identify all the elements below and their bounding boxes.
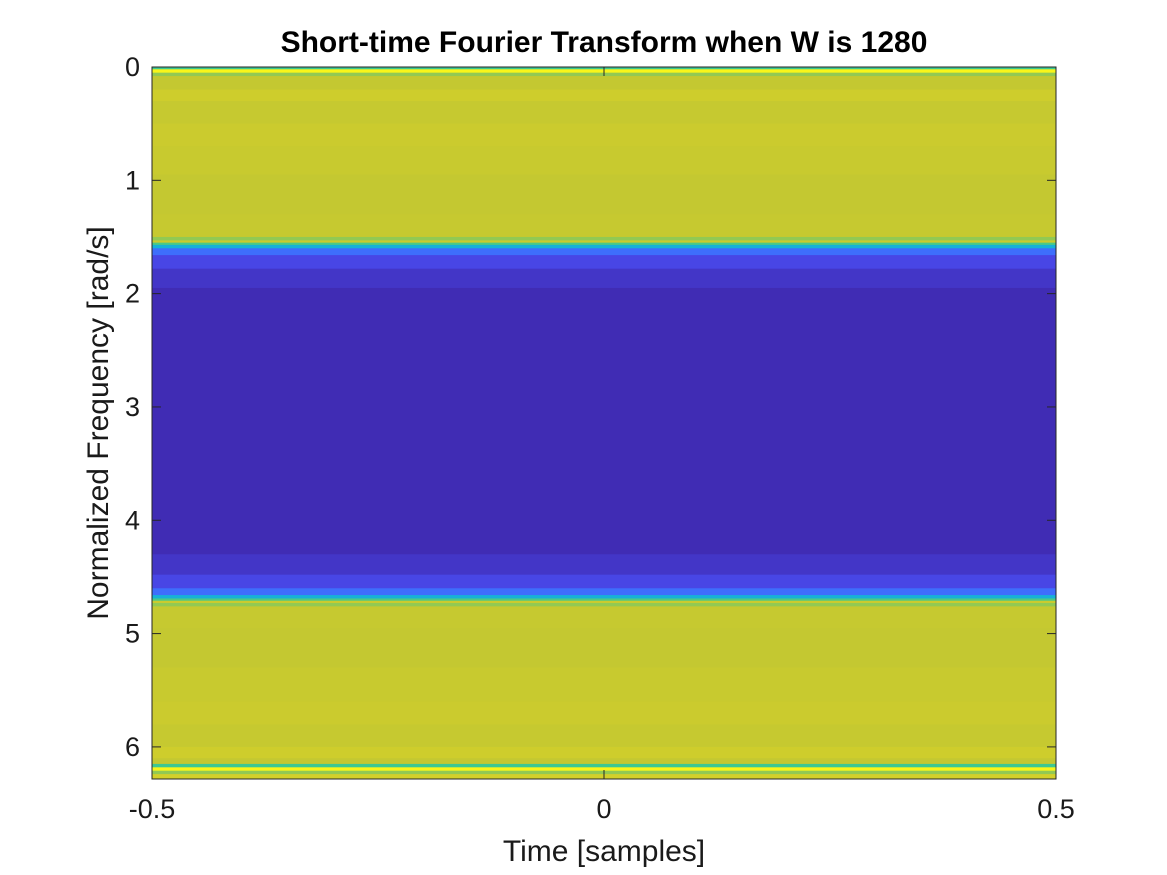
y-tick-label: 4 <box>125 505 140 535</box>
y-tick-labels: 0 1 2 3 4 5 6 <box>125 52 140 762</box>
heatmap-band <box>152 268 1056 289</box>
heatmap-band <box>152 606 1056 629</box>
chart-title: Short-time Fourier Transform when W is 1… <box>281 26 928 59</box>
y-axis-label: Normalized Frequency [rad/s] <box>82 226 115 620</box>
y-tick-label: 6 <box>125 732 140 762</box>
heatmap-band <box>152 724 1056 748</box>
heatmap-band <box>152 236 1056 241</box>
heatmap-band <box>152 244 1056 249</box>
heatmap-band <box>152 89 1056 102</box>
x-tick-labels: -0.5 0 0.5 <box>129 794 1075 824</box>
heatmap-band <box>152 255 1056 270</box>
y-tick-label: 0 <box>125 52 140 82</box>
heatmap-band <box>152 248 1056 256</box>
heatmap-band <box>152 767 1056 772</box>
heatmap-band <box>152 242 1056 246</box>
y-tick-label: 5 <box>125 619 140 649</box>
heatmap-band <box>152 146 1056 176</box>
heatmap-band <box>152 214 1056 238</box>
heatmap-band <box>152 123 1056 147</box>
x-axis-label: Time [samples] <box>503 835 705 868</box>
heatmap-band <box>152 600 1056 604</box>
heatmap-band <box>152 667 1056 703</box>
heatmap-band <box>152 627 1056 669</box>
heatmap-band <box>152 287 1056 555</box>
y-tick-label: 2 <box>125 279 140 309</box>
heatmap-band <box>152 746 1056 759</box>
heatmap-band <box>152 100 1056 125</box>
x-tick-label: 0.5 <box>1037 794 1075 824</box>
heatmap-band <box>152 174 1056 215</box>
heatmap-band <box>152 598 1056 602</box>
heatmap-band <box>152 240 1056 244</box>
axis-ticks <box>151 66 1057 779</box>
y-tick-label: 1 <box>125 165 140 195</box>
heatmap-band <box>152 758 1056 765</box>
heatmap-band <box>152 763 1056 768</box>
y-tick-label: 3 <box>125 392 140 422</box>
heatmap-band <box>152 76 1056 91</box>
heatmap-band <box>152 554 1056 576</box>
heatmap <box>152 67 1056 779</box>
x-tick-label: 0 <box>596 794 611 824</box>
heatmap-band <box>152 574 1056 589</box>
heatmap-band <box>152 588 1056 596</box>
heatmap-band <box>152 595 1056 599</box>
plot-area <box>151 66 1057 780</box>
heatmap-band <box>152 602 1056 607</box>
heatmap-band <box>152 701 1056 725</box>
x-tick-label: -0.5 <box>129 794 176 824</box>
